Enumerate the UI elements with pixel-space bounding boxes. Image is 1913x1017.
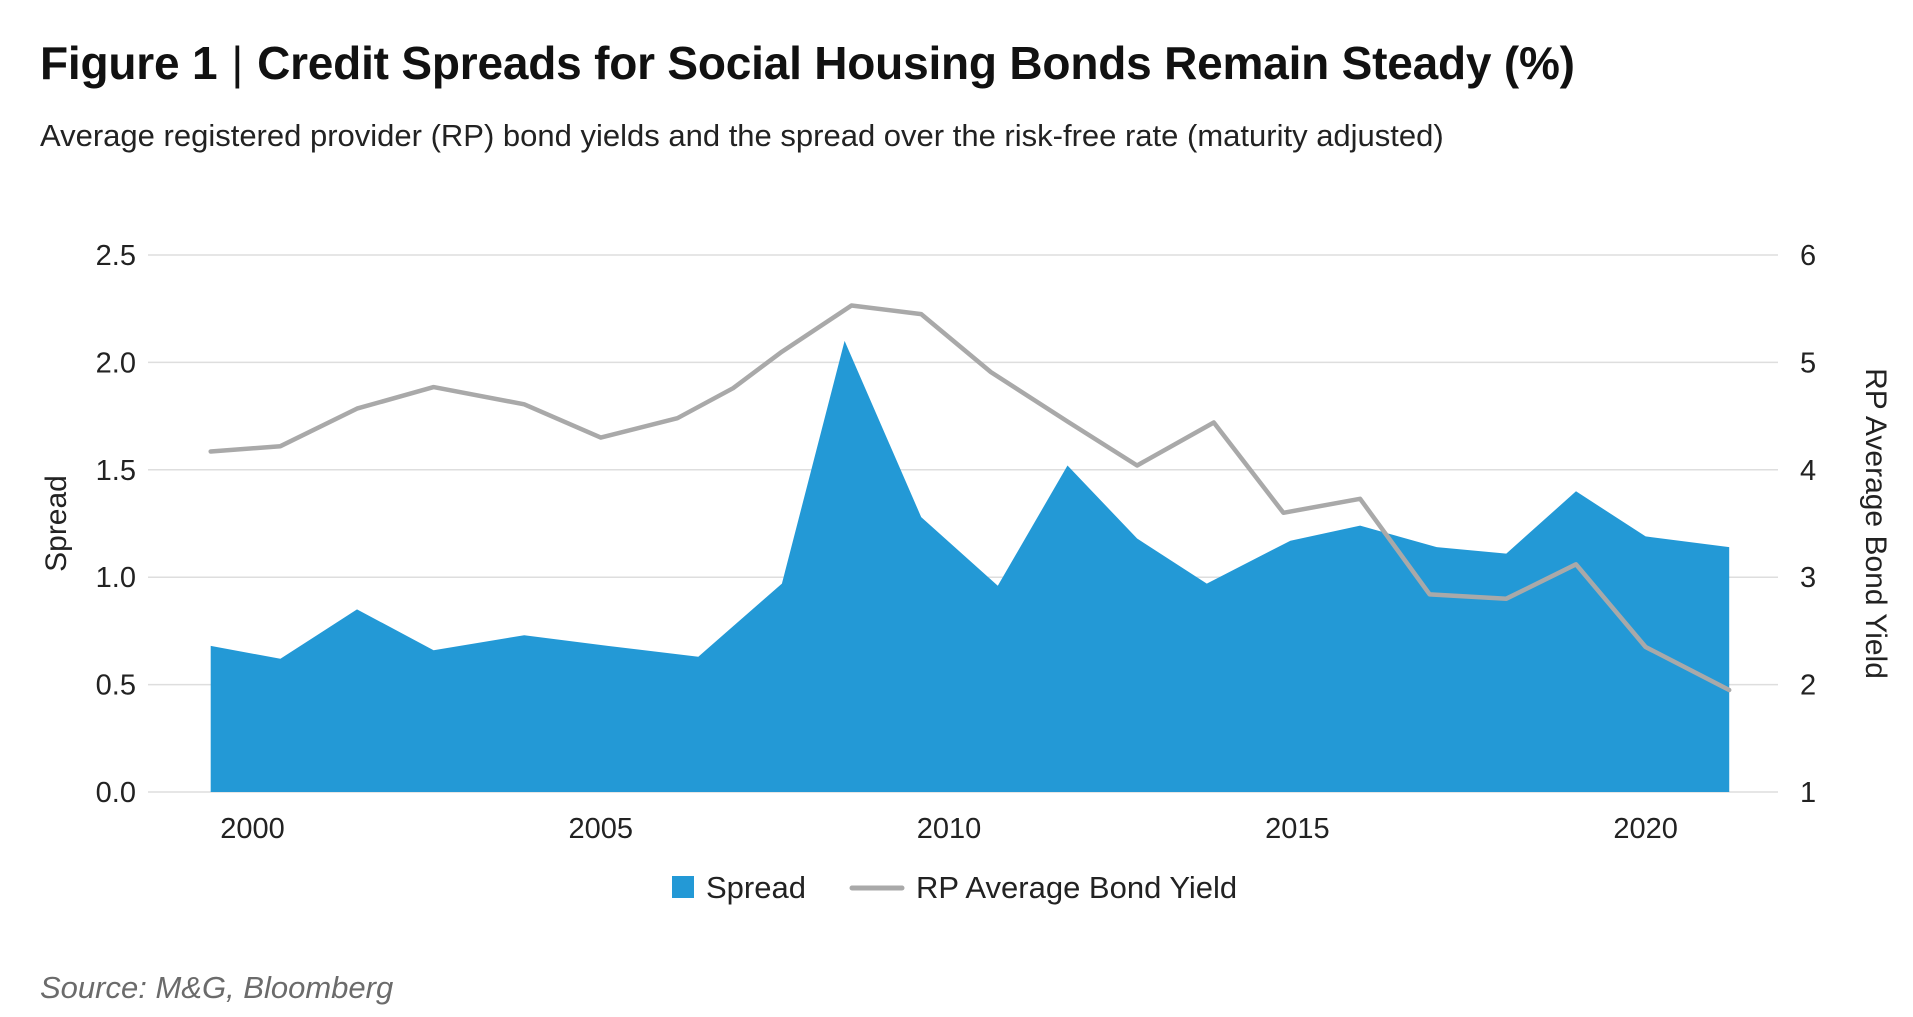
y-left-tick-label: 2.5 [96, 240, 136, 272]
y-right-tick-label: 5 [1800, 347, 1816, 379]
x-tick-label: 2020 [1613, 813, 1678, 845]
y-left-tick-label: 1.5 [96, 455, 136, 487]
y-left-tick-label: 0.5 [96, 670, 136, 702]
yield-line-layer [208, 303, 1732, 693]
chart-subtitle: Average registered provider (RP) bond yi… [40, 118, 1444, 153]
y-right-tick-label: 4 [1800, 455, 1816, 487]
y-axis-right-title: RP Average Bond Yield [1859, 368, 1892, 679]
y-right-tick-label: 3 [1800, 562, 1816, 594]
y-left-tick-label: 0.0 [96, 777, 136, 809]
y-axis-left-title: Spread [40, 475, 73, 572]
y-right-tick-label: 2 [1800, 670, 1816, 702]
x-tick-label: 2010 [917, 813, 982, 845]
yield-line [208, 303, 1732, 693]
y-left-tick-label: 1.0 [96, 562, 136, 594]
x-tick-label: 2015 [1265, 813, 1330, 845]
y-left-tick-label: 2.0 [96, 347, 136, 379]
legend: Spread RP Average Bond Yield [672, 870, 1237, 905]
y-right-tick-label: 1 [1800, 777, 1816, 809]
figure-label: Figure 1 [40, 37, 218, 89]
title-text: Credit Spreads for Social Housing Bonds … [257, 37, 1575, 89]
spread-area-layer [210, 340, 1730, 792]
title-separator: | [231, 37, 244, 89]
chart-title: Figure 1 | Credit Spreads for Social Housi… [40, 36, 1575, 90]
x-tick-label: 2005 [569, 813, 634, 845]
legend-swatch-spread [672, 876, 694, 898]
y-right-tick-label: 6 [1800, 240, 1816, 272]
source-note: Source: M&G, Bloomberg [40, 970, 394, 1005]
spread-area [210, 340, 1730, 792]
legend-label-yield: RP Average Bond Yield [916, 870, 1237, 905]
x-tick-label: 2000 [220, 813, 285, 845]
axes: 0.0 0.5 1.0 1.5 2.0 2.5 1 2 3 4 5 6 2000 2005 2010 2015… [96, 240, 1816, 845]
legend-label-spread: Spread [706, 870, 806, 905]
